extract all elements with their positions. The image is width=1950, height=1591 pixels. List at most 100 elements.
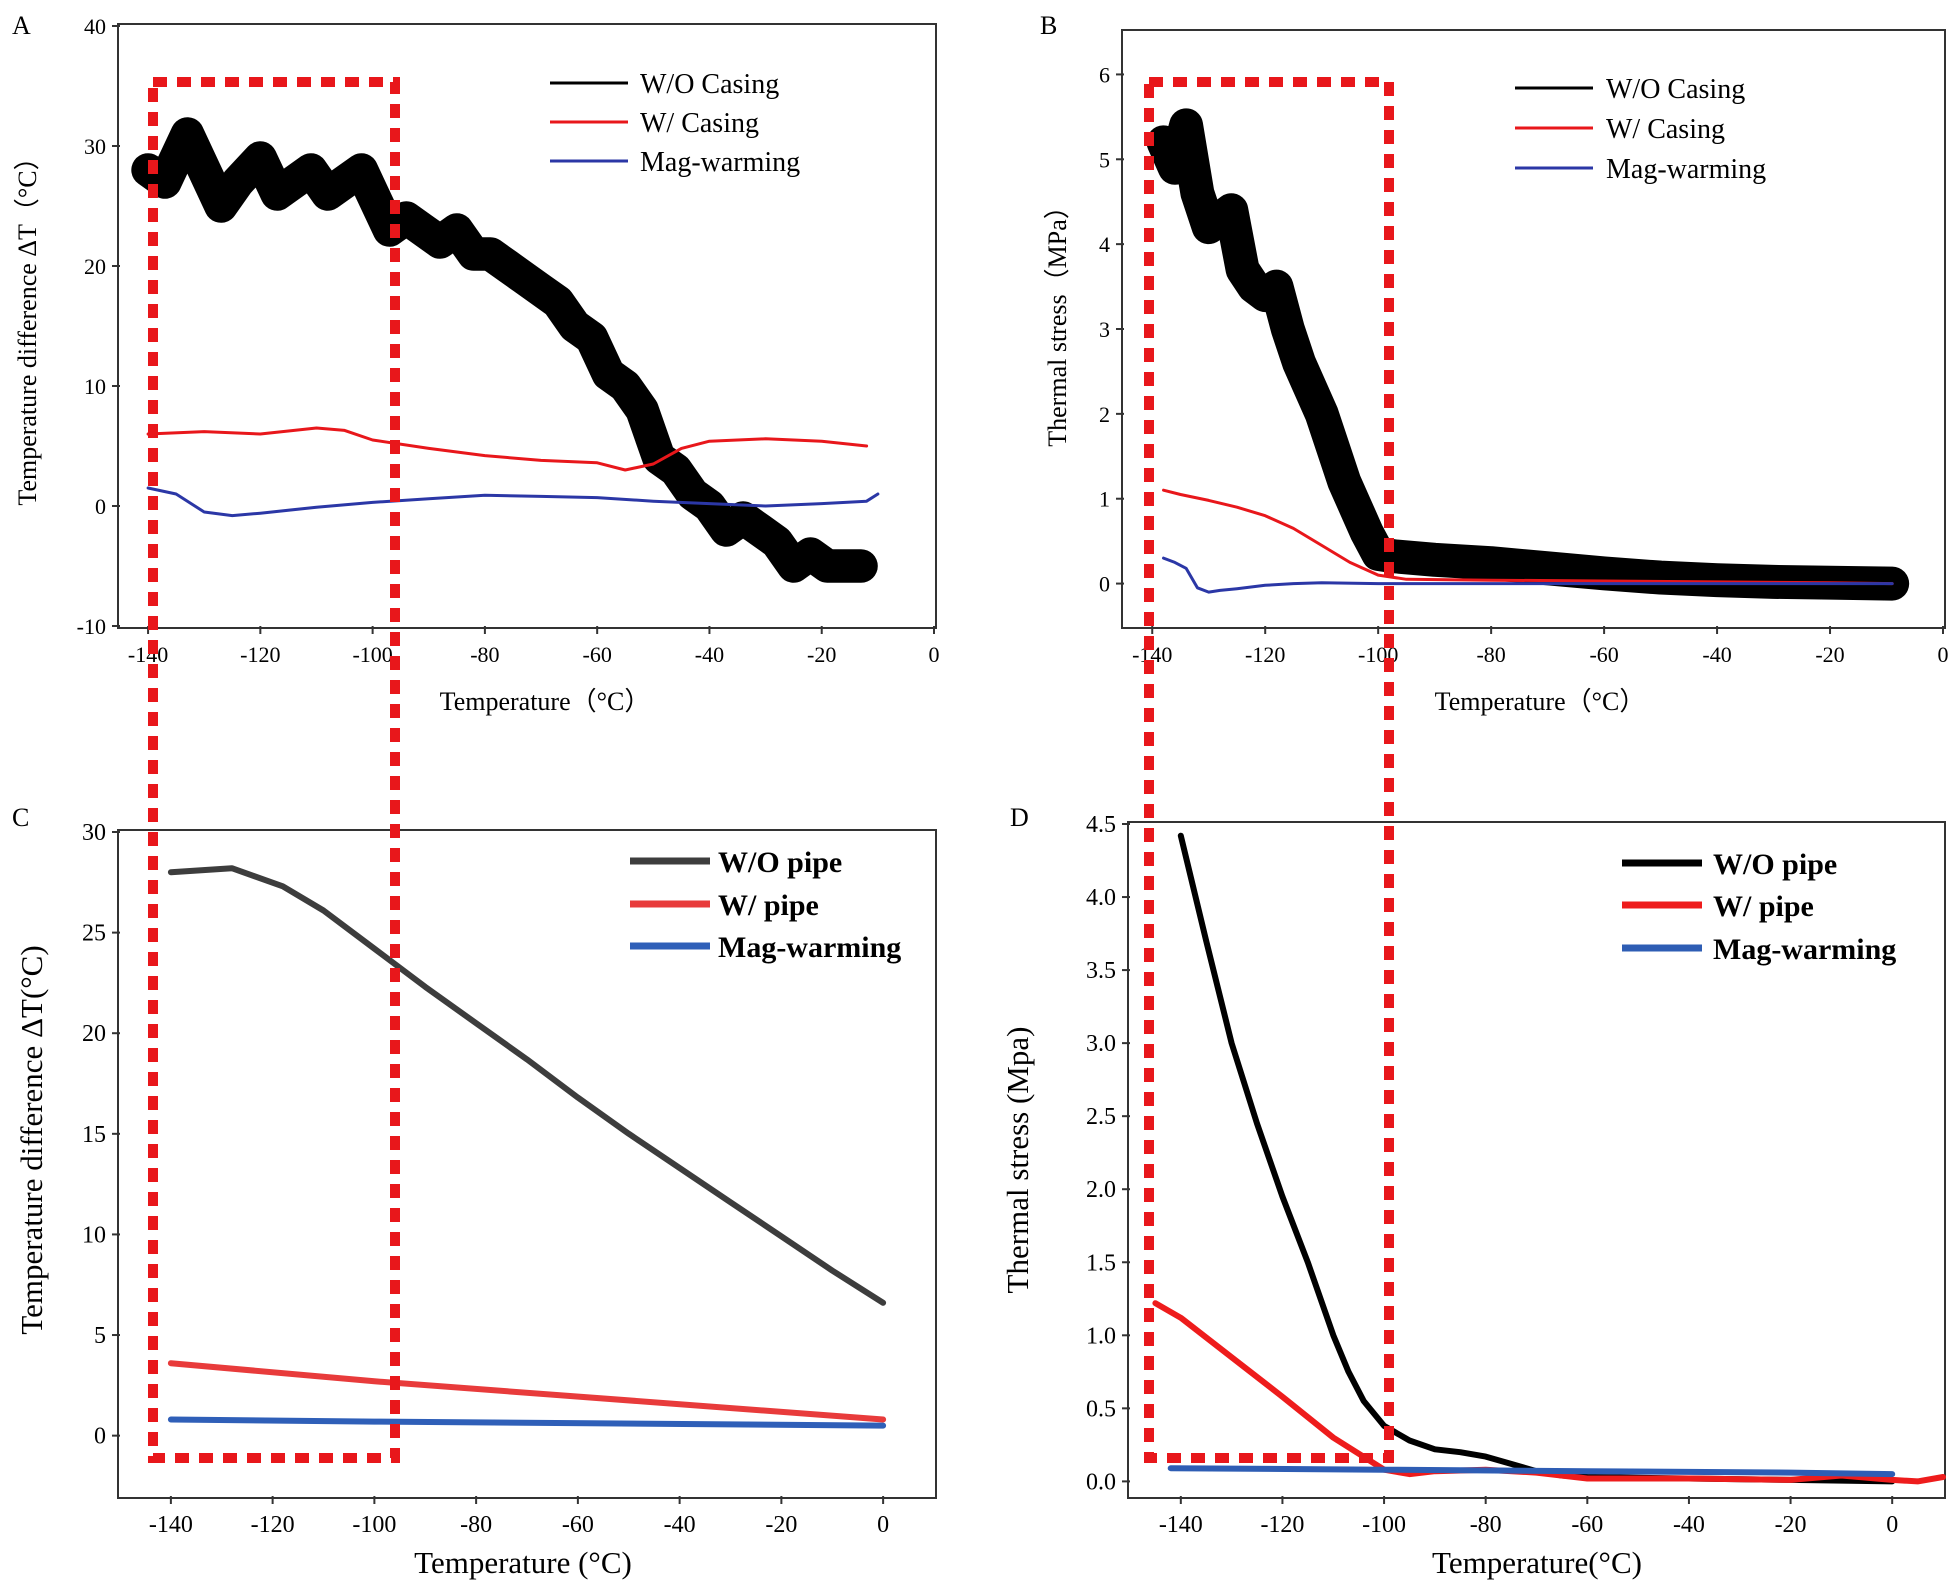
x-tick-label: 0 xyxy=(929,642,940,667)
x-tick-label: -80 xyxy=(1476,642,1505,667)
series-line-mag-warming xyxy=(1162,556,1894,594)
panel-b-x-title: Temperature（°C） xyxy=(1435,687,1646,716)
panel-d: D 0.0 0.5 1.0 1.5 2.0 2.5 3.0 3.5 4.0 4.5 -140 -12… xyxy=(1000,803,1946,1580)
x-tick-label: -100 xyxy=(1362,1512,1406,1538)
series-line-w-o-casing xyxy=(1146,108,1910,601)
panel-a-plot-frame xyxy=(117,23,937,629)
x-tick-label: 0 xyxy=(1938,642,1949,667)
x-tick-label: -60 xyxy=(583,642,612,667)
panel-b-plot-frame xyxy=(1121,29,1946,629)
panel-c-series xyxy=(167,865,887,1429)
y-tick-label: 1 xyxy=(1099,487,1110,512)
x-tick-label: -60 xyxy=(562,1512,594,1538)
series-line-w-casing xyxy=(146,426,869,472)
x-tick-label: -40 xyxy=(1673,1512,1705,1538)
highlight-box-left xyxy=(148,77,400,1463)
x-tick-label: 0 xyxy=(1886,1512,1898,1538)
x-tick-label: -100 xyxy=(352,642,392,667)
panel-a-x-axis: -140 -120 -100 -80 -60 -40 -20 0 xyxy=(128,626,940,667)
legend-label-wo-pipe: W/O pipe xyxy=(1713,848,1837,881)
y-tick-label: 1.0 xyxy=(1086,1323,1116,1349)
y-tick-label: 0 xyxy=(1099,572,1110,597)
y-tick-label: 0.0 xyxy=(1086,1469,1116,1495)
legend-label-mag-warming: Mag-warming xyxy=(1713,933,1896,966)
x-tick-label: -40 xyxy=(695,642,724,667)
y-tick-label: 20 xyxy=(82,1021,106,1047)
legend-label-mag-warming: Mag-warming xyxy=(640,147,800,178)
y-tick-label: 1.5 xyxy=(1086,1250,1116,1276)
legend-label-mag-warming: Mag-warming xyxy=(1606,154,1766,185)
y-tick-label: 30 xyxy=(82,820,106,846)
x-tick-label: -120 xyxy=(240,642,280,667)
y-tick-label: 40 xyxy=(84,14,106,39)
x-tick-label: -120 xyxy=(1260,1512,1304,1538)
series-line-mag-warming xyxy=(1167,1465,1896,1478)
y-tick-label: 2.5 xyxy=(1086,1104,1116,1130)
legend-label-wo-pipe: W/O pipe xyxy=(718,846,842,879)
panel-b-x-axis: -140 -120 -100 -80 -60 -40 -20 0 xyxy=(1132,626,1949,667)
panel-a-letter: A xyxy=(12,11,31,40)
panel-c-legend: W/O pipe W/ pipe Mag-warming xyxy=(630,846,901,964)
y-tick-label: 0 xyxy=(94,1424,106,1450)
legend-label-w-pipe: W/ pipe xyxy=(1713,890,1814,923)
legend-label-wo-casing: W/O Casing xyxy=(1606,74,1745,105)
y-tick-label: 0.5 xyxy=(1086,1396,1116,1422)
panel-b-y-axis: 0 1 2 3 4 5 6 xyxy=(1099,62,1124,597)
panel-c-y-title: Temperature difference ΔT(°C) xyxy=(14,945,49,1334)
x-tick-label: 0 xyxy=(877,1512,889,1538)
highlight-box-right xyxy=(1144,77,1394,1463)
panel-b-legend: W/O Casing W/ Casing Mag-warming xyxy=(1515,74,1766,185)
y-tick-label: -10 xyxy=(77,614,106,639)
y-tick-label: 20 xyxy=(84,254,106,279)
panel-c: C 0 5 10 15 20 25 30 -140 -120 -100 -80 -60 -40 -20 0… xyxy=(12,803,937,1580)
panel-d-x-title: Temperature(°C) xyxy=(1432,1545,1642,1580)
x-tick-label: -140 xyxy=(149,1512,193,1538)
panel-c-plot-frame xyxy=(117,829,937,1499)
y-tick-label: 5 xyxy=(94,1323,106,1349)
series-line-w-o-pipe xyxy=(167,865,887,1306)
legend-label-mag-warming: Mag-warming xyxy=(718,931,901,964)
series-line-w-o-casing xyxy=(131,117,878,583)
y-tick-label: 2.0 xyxy=(1086,1177,1116,1203)
x-tick-label: -140 xyxy=(1159,1512,1203,1538)
x-tick-label: -100 xyxy=(352,1512,396,1538)
panel-a-legend: W/O Casing W/ Casing Mag-warming xyxy=(550,69,800,178)
y-tick-label: 2 xyxy=(1099,402,1110,427)
panel-a-y-axis: -10 0 10 20 30 40 xyxy=(77,14,120,639)
legend-label-w-casing: W/ Casing xyxy=(640,108,759,139)
panel-b-letter: B xyxy=(1040,11,1057,40)
x-tick-label: -80 xyxy=(470,642,499,667)
panel-a-series xyxy=(131,117,880,583)
y-tick-label: 6 xyxy=(1099,62,1110,87)
y-tick-label: 3.0 xyxy=(1086,1031,1116,1057)
y-tick-label: 10 xyxy=(84,374,106,399)
x-tick-label: -40 xyxy=(664,1512,696,1538)
y-tick-label: 5 xyxy=(1099,147,1110,172)
panel-b-y-title: Thermal stress（MPa） xyxy=(1043,193,1072,446)
panel-c-letter: C xyxy=(12,803,29,832)
series-line-mag-warming xyxy=(146,486,880,518)
x-tick-label: -60 xyxy=(1571,1512,1603,1538)
x-tick-label: -60 xyxy=(1589,642,1618,667)
y-tick-label: 4 xyxy=(1099,232,1110,257)
x-tick-label: -20 xyxy=(1775,1512,1807,1538)
panel-a-x-title: Temperature（°C） xyxy=(440,687,651,716)
panel-d-plot-frame xyxy=(1127,821,1946,1499)
y-tick-label: 25 xyxy=(82,921,106,947)
panel-a-y-title: Temperature difference ΔT（°C） xyxy=(13,144,42,505)
legend-label-w-casing: W/ Casing xyxy=(1606,114,1725,145)
panel-d-y-axis: 0.0 0.5 1.0 1.5 2.0 2.5 3.0 3.5 4.0 4.5 xyxy=(1086,812,1130,1495)
y-tick-label: 3.5 xyxy=(1086,958,1116,984)
y-tick-label: 4.5 xyxy=(1086,812,1116,838)
y-tick-label: 15 xyxy=(82,1122,106,1148)
x-tick-label: -120 xyxy=(251,1512,295,1538)
series-line-w-casing xyxy=(1162,488,1894,586)
x-tick-label: -40 xyxy=(1702,642,1731,667)
panel-d-series xyxy=(1152,832,1946,1485)
x-tick-label: -20 xyxy=(807,642,836,667)
x-tick-label: -20 xyxy=(765,1512,797,1538)
y-tick-label: 4.0 xyxy=(1086,885,1116,911)
panel-b-series xyxy=(1146,108,1910,601)
